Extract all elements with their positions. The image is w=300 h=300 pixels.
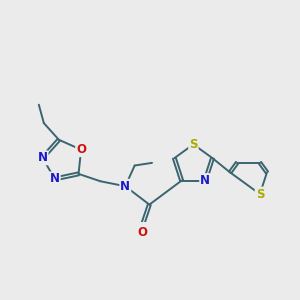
Text: N: N	[38, 152, 48, 164]
Text: O: O	[76, 143, 86, 156]
Text: S: S	[189, 138, 198, 151]
Text: O: O	[137, 226, 147, 239]
Text: N: N	[200, 174, 210, 187]
Text: S: S	[256, 188, 264, 201]
Text: N: N	[50, 172, 60, 185]
Text: N: N	[120, 180, 130, 193]
